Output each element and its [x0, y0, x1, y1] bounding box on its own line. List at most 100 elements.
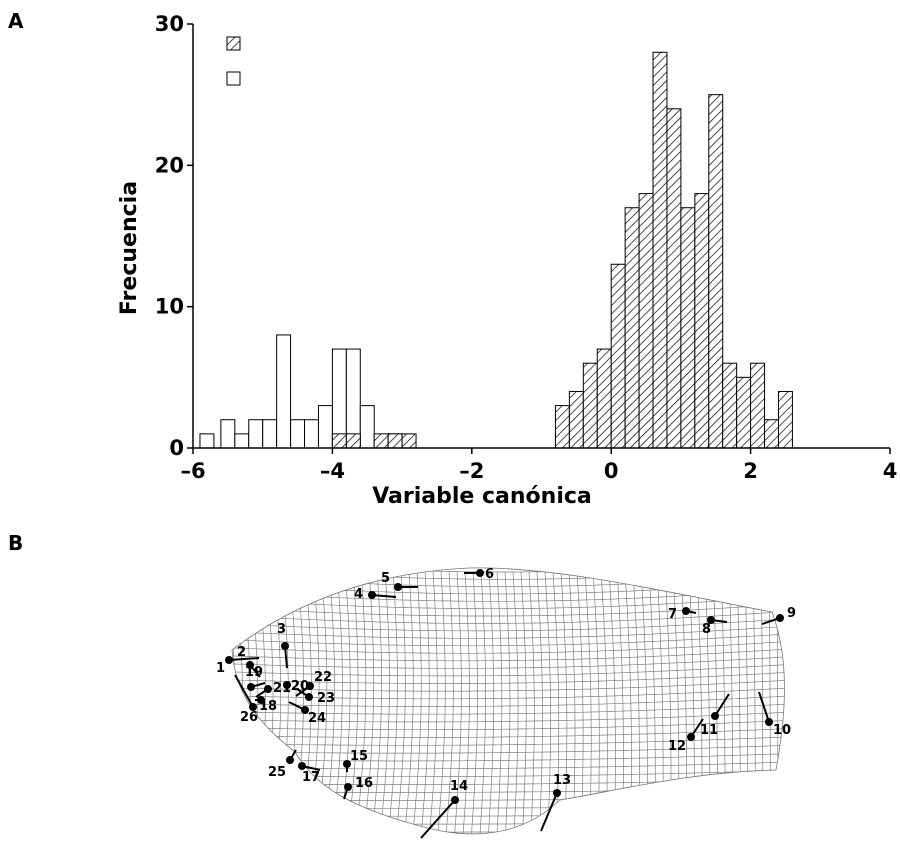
grid-line-horizontal-22	[234, 728, 785, 738]
landmark-12: 12	[668, 718, 704, 754]
landmark-point-14	[451, 796, 459, 804]
landmark-label-24: 24	[308, 711, 326, 726]
landmark-label-16: 16	[355, 776, 373, 791]
bar-hatched-18	[736, 376, 752, 449]
bar-hatched-13	[666, 108, 682, 449]
landmark-label-26: 26	[240, 710, 258, 725]
landmark-8: 8	[702, 616, 728, 637]
grid-line-vertical-1	[232, 567, 243, 834]
panel-label-a: A	[8, 9, 24, 33]
x-tick-label-5: 4	[883, 459, 898, 483]
landmark-point-26	[249, 703, 257, 711]
grid-line-vertical-66	[752, 567, 756, 834]
landmark-14: 14	[420, 779, 468, 839]
landmark-label-4: 4	[354, 587, 363, 602]
landmark-point-20	[283, 681, 291, 689]
y-tick-label-3: 30	[155, 12, 184, 36]
landmark-point-22	[306, 682, 314, 690]
y-tick-label-2: 20	[155, 153, 184, 177]
grid-line-vertical-36	[512, 571, 519, 834]
landmark-label-19: 19	[245, 665, 263, 680]
landmark-vector-26	[234, 674, 254, 708]
bar-open-0	[199, 433, 215, 449]
grid-line-vertical-49	[616, 569, 624, 834]
landmark-label-12: 12	[668, 739, 686, 754]
grid-line-vertical-18	[362, 568, 375, 834]
grid-line-vertical-23	[403, 570, 414, 834]
grid-line-horizontal-30	[232, 795, 785, 801]
grid-line-horizontal-23	[234, 736, 785, 746]
landmark-1: 1	[216, 656, 260, 676]
bar-open-9	[331, 348, 347, 449]
x-axis-ticks: –6 –4 –2 0 2 4	[180, 448, 897, 483]
landmark-point-16	[344, 783, 352, 791]
grid-line-horizontal-26	[232, 761, 785, 770]
landmark-label-3: 3	[277, 622, 286, 637]
grid-line-horizontal-25	[233, 753, 785, 762]
grid-line-horizontal-34	[232, 830, 785, 833]
bar-hatched-16	[708, 94, 724, 449]
landmark-point-18	[257, 696, 265, 704]
landmark-point-4	[368, 591, 376, 599]
grid-line-vertical-24	[411, 570, 422, 834]
grid-line-horizontal-9	[232, 626, 785, 639]
bar-hatched-0	[331, 433, 347, 449]
bar-open-1	[220, 419, 236, 449]
landmark-vector-4	[371, 594, 397, 598]
grid-line-vertical-3	[247, 567, 259, 834]
landmark-point-3	[281, 642, 289, 650]
landmark-label-25: 25	[268, 765, 286, 780]
grid-line-vertical-59	[696, 567, 703, 834]
landmark-point-6	[476, 569, 484, 577]
landmark-point-11	[711, 712, 719, 720]
bar-hatched-2	[373, 433, 389, 449]
grid-line-vertical-16	[346, 567, 359, 834]
landmark-label-1: 1	[216, 661, 225, 676]
grid-line-vertical-0	[232, 567, 236, 834]
grid-line-vertical-32	[478, 571, 486, 834]
bar-hatched-14	[680, 207, 696, 449]
grid-outline	[231, 567, 785, 835]
grid-line-horizontal-27	[232, 770, 785, 778]
grid-line-horizontal-6	[232, 603, 785, 617]
grid-line-horizontal-7	[232, 611, 785, 624]
landmark-25: 25	[268, 749, 297, 780]
legend-swatch-hatched	[226, 36, 241, 51]
landmark-label-13: 13	[553, 773, 571, 788]
bar-hatched-21	[777, 390, 793, 449]
grid-line-vertical-51	[632, 569, 640, 834]
grid-line-horizontal-18	[234, 695, 785, 707]
landmark-18: 18	[255, 696, 277, 714]
grid-line-vertical-60	[704, 567, 711, 834]
landmark-label-2: 2	[237, 645, 246, 660]
landmark-23: 23	[296, 688, 335, 706]
grid-line-vertical-46	[592, 570, 600, 834]
x-axis-title: Variable canónica	[372, 484, 592, 509]
landmark-point-9	[776, 614, 784, 622]
bar-hatched-17	[722, 362, 738, 449]
grid-line-vertical-42	[560, 571, 568, 834]
landmark-point-12	[687, 733, 695, 741]
landmark-3: 3	[277, 622, 289, 669]
bar-hatched-1	[345, 433, 361, 449]
landmark-point-13	[553, 789, 561, 797]
bar-open-2	[234, 433, 250, 449]
histogram-panel: 0 10 20 30 –6 –4 –2 0 2 4 Variable canónica Frec…	[117, 12, 897, 509]
bar-open-3	[248, 419, 264, 449]
landmark-point-25	[286, 756, 294, 764]
grid-line-vertical-54	[656, 568, 664, 834]
bar-open-6	[290, 419, 306, 449]
landmark-11: 11	[700, 693, 730, 738]
landmark-point-2	[246, 661, 254, 669]
bar-open-5	[276, 334, 292, 449]
bar-hatched-6	[568, 390, 584, 449]
grid-line-vertical-21	[387, 569, 398, 834]
landmark-label-17: 17	[302, 770, 320, 785]
landmark-label-23: 23	[317, 691, 335, 706]
legend-swatch-open	[226, 71, 241, 86]
bar-open-8	[317, 405, 333, 449]
panel-label-b: B	[8, 531, 23, 555]
hatched-bars-series	[331, 51, 793, 449]
grid-line-vertical-61	[712, 567, 718, 834]
